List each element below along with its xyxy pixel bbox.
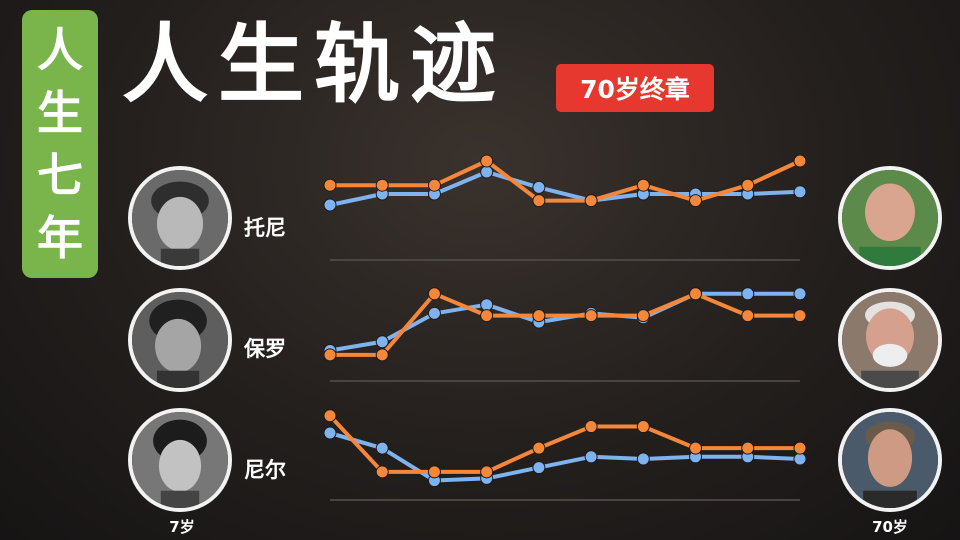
- data-point: [532, 461, 546, 475]
- person-name-tony: 托尼: [244, 216, 286, 240]
- series-title-badge: 人 生 七 年: [22, 10, 98, 278]
- age-start-label: 7岁: [169, 518, 195, 536]
- data-point: [480, 298, 494, 312]
- data-point: [741, 178, 755, 192]
- data-point: [584, 309, 598, 323]
- data-point: [375, 335, 389, 349]
- page-title: 人生轨迹: [122, 15, 506, 115]
- data-point: [689, 194, 703, 208]
- person-name-paul: 保罗: [244, 337, 286, 361]
- data-point: [375, 178, 389, 192]
- episode-tag: 70岁终章: [556, 64, 714, 112]
- data-point: [375, 348, 389, 362]
- data-point: [793, 185, 807, 199]
- data-point: [323, 348, 337, 362]
- data-point: [427, 287, 441, 301]
- data-point: [584, 450, 598, 464]
- series-line: [329, 431, 801, 483]
- avatar-tony-adult: [838, 166, 942, 270]
- data-point: [584, 420, 598, 434]
- data-point: [323, 198, 337, 212]
- series-line: [330, 159, 801, 203]
- data-point: [532, 309, 546, 323]
- data-point: [323, 426, 337, 440]
- age-end-label: 70岁: [872, 518, 908, 536]
- person-name-neil: 尼尔: [244, 458, 286, 482]
- data-point: [480, 165, 494, 179]
- data-point: [793, 309, 807, 323]
- data-point: [636, 452, 650, 466]
- avatar-neil-adult: [838, 408, 942, 512]
- series-title-char: 七: [37, 148, 83, 203]
- avatar-paul-adult: [838, 288, 942, 392]
- data-point: [532, 180, 546, 194]
- data-point: [793, 287, 807, 301]
- data-point: [636, 309, 650, 323]
- data-point: [584, 194, 598, 208]
- data-point: [741, 309, 755, 323]
- data-point: [480, 465, 494, 479]
- avatar-tony-child: [128, 166, 232, 270]
- data-point: [427, 178, 441, 192]
- data-point: [323, 178, 337, 192]
- data-point: [480, 154, 494, 168]
- series-title-char: 年: [37, 211, 83, 266]
- data-point: [532, 194, 546, 208]
- data-point: [532, 441, 546, 455]
- data-point: [427, 306, 441, 320]
- data-point: [427, 465, 441, 479]
- data-point: [323, 409, 337, 423]
- series-title-char: 人: [37, 22, 83, 77]
- data-point: [793, 452, 807, 466]
- series-line: [328, 414, 800, 474]
- data-point: [375, 441, 389, 455]
- data-point: [689, 441, 703, 455]
- series-line: [329, 291, 800, 353]
- data-point: [689, 287, 703, 301]
- data-point: [741, 287, 755, 301]
- series-line: [330, 291, 800, 357]
- data-point: [793, 154, 807, 168]
- data-point: [636, 178, 650, 192]
- data-point: [480, 309, 494, 323]
- data-point: [636, 420, 650, 434]
- data-point: [793, 441, 807, 455]
- avatar-neil-child: [128, 408, 232, 512]
- series-title-char: 生: [37, 85, 83, 140]
- data-point: [741, 441, 755, 455]
- data-point: [375, 465, 389, 479]
- avatar-paul-child: [128, 288, 232, 392]
